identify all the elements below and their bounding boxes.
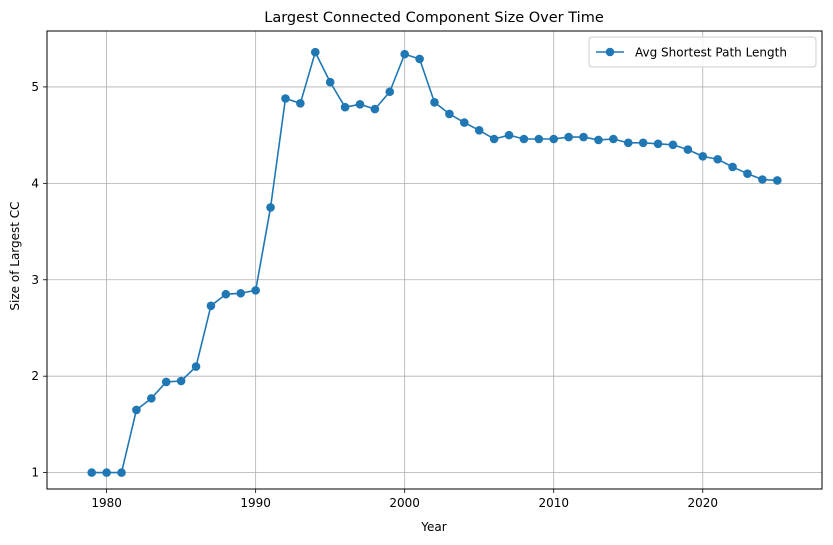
data-point [623, 138, 633, 148]
data-point [668, 140, 678, 150]
chart-title: Largest Connected Component Size Over Ti… [264, 10, 604, 26]
legend: Avg Shortest Path Length [588, 36, 817, 68]
x-tick-label: 1980 [91, 496, 122, 510]
data-point [430, 98, 439, 107]
data-point [117, 468, 126, 477]
series-layer [87, 47, 782, 477]
y-tick-label: 5 [31, 80, 39, 94]
data-point [638, 138, 648, 148]
data-point [147, 394, 156, 403]
data-point [191, 362, 201, 371]
data-point [296, 99, 305, 108]
data-point [743, 169, 752, 179]
data-point [281, 94, 290, 103]
y-axis-label: Size of Largest CC [8, 201, 22, 310]
x-tick-label: 1990 [240, 496, 271, 510]
data-point [489, 134, 499, 144]
legend-box [588, 36, 817, 68]
data-point [266, 203, 275, 212]
data-point [87, 468, 97, 477]
data-point [415, 54, 424, 64]
data-point [251, 286, 260, 295]
data-point [325, 77, 335, 87]
data-point [519, 134, 529, 144]
data-point [400, 49, 409, 59]
x-axis-label: Year [420, 520, 446, 534]
data-point [698, 152, 708, 161]
data-point [102, 468, 111, 477]
data-point [474, 126, 484, 135]
axis-ticks: 1980 1990 2000 2010 2020 1 2 3 4 5 [31, 80, 718, 510]
legend-label: Avg Shortest Path Length [635, 46, 787, 60]
y-tick-label: 3 [31, 273, 39, 287]
data-point [728, 162, 737, 172]
plot-frame [46, 30, 823, 490]
x-tick-label: 2020 [687, 496, 718, 510]
series-line [91, 51, 778, 474]
y-tick-label: 4 [31, 176, 39, 190]
data-point [609, 134, 618, 144]
data-point [564, 132, 573, 142]
data-point [549, 134, 559, 144]
data-point [683, 145, 693, 154]
x-tick-label: 2010 [538, 496, 569, 510]
y-tick-label: 1 [31, 466, 39, 480]
data-point [579, 132, 588, 142]
legend-marker-swatch [605, 47, 615, 57]
data-point [161, 377, 171, 387]
data-point [713, 154, 722, 164]
data-point [340, 102, 350, 112]
data-point [236, 288, 246, 298]
data-point [460, 118, 469, 127]
data-point [370, 104, 380, 114]
data-point [385, 87, 395, 97]
data-point [504, 130, 514, 140]
data-point [772, 176, 782, 185]
data-point [445, 109, 454, 119]
data-point [310, 47, 320, 57]
data-point [534, 134, 544, 144]
data-point [176, 376, 186, 386]
data-point [653, 139, 663, 149]
data-point [221, 289, 231, 299]
data-point [206, 301, 216, 311]
data-point [132, 405, 141, 415]
x-tick-label: 2000 [389, 496, 420, 510]
y-tick-label: 2 [31, 369, 39, 383]
data-point [594, 135, 603, 145]
data-point [758, 175, 767, 184]
data-point [355, 99, 365, 109]
grid-lines [47, 31, 822, 489]
